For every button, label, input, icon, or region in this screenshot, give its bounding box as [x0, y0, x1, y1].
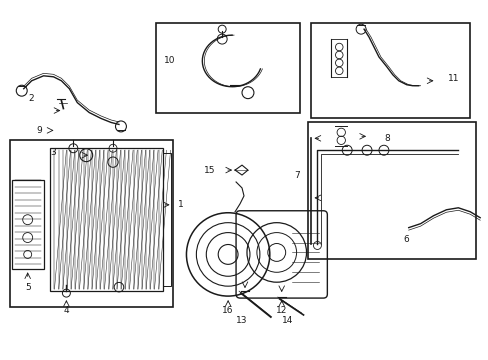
Text: 8: 8 — [383, 134, 389, 143]
Text: 15: 15 — [203, 166, 215, 175]
Bar — [307, 122, 475, 260]
Text: 12: 12 — [275, 306, 287, 315]
Text: 3: 3 — [50, 148, 56, 157]
Text: 9: 9 — [37, 126, 42, 135]
Text: 5: 5 — [25, 283, 30, 292]
Bar — [311, 23, 469, 118]
Text: 2: 2 — [29, 94, 34, 103]
Text: 1: 1 — [177, 200, 183, 209]
Bar — [49, 148, 163, 291]
Bar — [155, 23, 299, 113]
Text: 10: 10 — [163, 57, 175, 66]
Text: 14: 14 — [282, 316, 293, 325]
Bar — [10, 140, 172, 307]
Bar — [12, 180, 43, 269]
Text: 6: 6 — [403, 235, 408, 244]
Text: 7: 7 — [293, 171, 299, 180]
Text: 16: 16 — [222, 306, 233, 315]
Bar — [163, 153, 170, 286]
Text: 4: 4 — [63, 306, 69, 315]
Text: 13: 13 — [236, 316, 247, 325]
Text: 11: 11 — [447, 74, 458, 83]
